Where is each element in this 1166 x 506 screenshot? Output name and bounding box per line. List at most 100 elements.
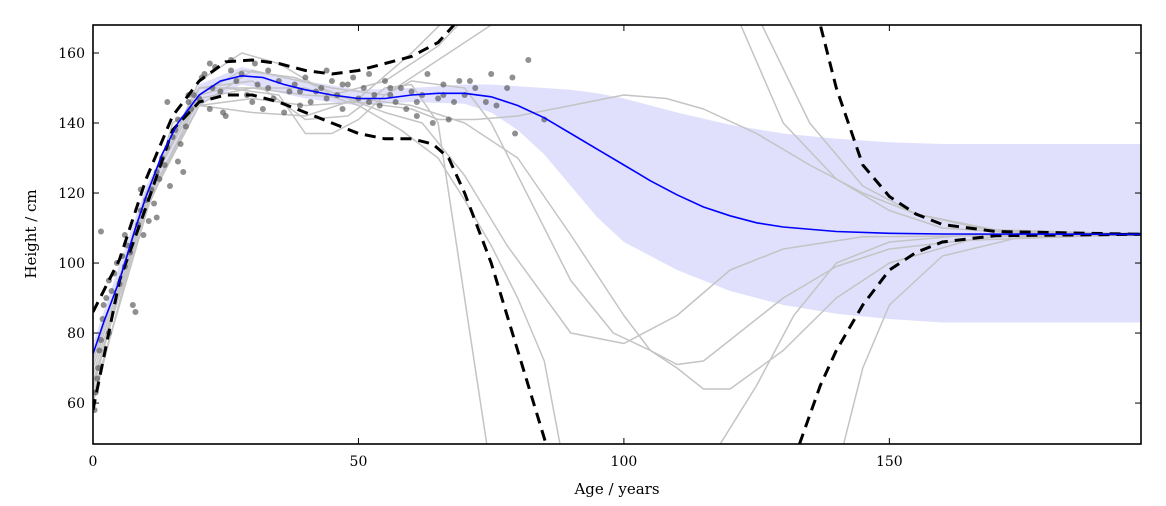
- data-point: [151, 200, 158, 207]
- data-point: [397, 85, 404, 92]
- data-point: [161, 162, 168, 169]
- data-point: [488, 71, 495, 78]
- sample-curve-3: [93, 87, 1141, 376]
- data-point: [265, 67, 272, 74]
- data-point: [185, 99, 192, 106]
- data-point: [190, 92, 197, 99]
- x-tick-label: 50: [350, 454, 368, 470]
- x-tick-label: 150: [876, 454, 903, 470]
- data-point: [408, 88, 415, 95]
- data-point: [493, 102, 500, 109]
- data-point: [251, 60, 258, 67]
- data-point: [100, 302, 107, 309]
- sample-curve-6: [93, 25, 1141, 383]
- data-point: [525, 57, 532, 64]
- sample-curve-7: [93, 87, 1141, 444]
- data-point: [339, 81, 346, 88]
- sample-curve-4: [93, 94, 1141, 369]
- axes-frame: [92, 24, 1142, 445]
- data-point: [156, 176, 163, 183]
- data-point: [206, 106, 213, 113]
- uncertainty-band: [93, 67, 1141, 365]
- data-point: [440, 81, 447, 88]
- data-point: [177, 141, 184, 148]
- data-point: [509, 74, 516, 81]
- data-point: [94, 375, 101, 382]
- y-tick-label: 60: [67, 396, 85, 412]
- data-point: [360, 85, 367, 92]
- data-point: [445, 116, 452, 123]
- data-point: [456, 78, 463, 85]
- mean-curve: [93, 74, 1141, 355]
- data-point: [166, 183, 173, 190]
- data-point: [108, 288, 115, 295]
- x-tick-label: 0: [89, 454, 98, 470]
- data-point: [472, 85, 479, 92]
- data-point: [323, 67, 330, 74]
- x-tick-label: 100: [611, 454, 638, 470]
- data-point: [201, 71, 208, 78]
- data-point: [140, 232, 147, 239]
- data-point: [302, 74, 309, 81]
- plot-area: [93, 25, 1141, 444]
- data-point: [228, 67, 235, 74]
- dashed-bound-1: [93, 93, 1141, 444]
- data-point: [371, 92, 378, 99]
- data-point: [174, 158, 181, 165]
- data-point: [413, 113, 420, 120]
- data-point: [504, 85, 511, 92]
- dashed-bound-0: [93, 25, 1141, 313]
- data-point: [466, 78, 473, 85]
- data-point: [344, 81, 351, 88]
- data-point: [323, 95, 330, 102]
- data-point: [451, 99, 458, 106]
- data-point: [259, 106, 266, 113]
- data-point: [97, 228, 104, 235]
- data-point: [129, 302, 136, 309]
- data-point: [328, 78, 335, 85]
- data-point: [318, 85, 325, 92]
- data-point: [429, 120, 436, 127]
- data-point: [297, 88, 304, 95]
- data-point: [366, 99, 373, 106]
- data-point: [164, 99, 171, 106]
- data-point: [206, 60, 213, 67]
- data-point: [249, 99, 256, 106]
- data-point: [153, 214, 160, 221]
- data-point: [376, 102, 383, 109]
- data-point: [97, 337, 104, 344]
- data-point: [387, 85, 394, 92]
- data-point: [307, 99, 314, 106]
- y-axis-label: Height / cm: [22, 189, 40, 278]
- data-point: [286, 88, 293, 95]
- data-point: [297, 102, 304, 109]
- data-point: [350, 74, 357, 81]
- data-point: [413, 99, 420, 106]
- data-point: [233, 78, 240, 85]
- data-point: [222, 113, 229, 120]
- data-point: [96, 347, 103, 354]
- data-point: [182, 123, 189, 130]
- sample-curve-2: [93, 80, 1141, 444]
- data-point: [403, 106, 410, 113]
- data-point: [512, 130, 519, 137]
- y-tick-label: 160: [58, 46, 85, 62]
- y-tick-label: 100: [58, 256, 85, 272]
- data-point: [103, 295, 110, 302]
- data-point: [180, 169, 187, 176]
- data-point: [132, 309, 139, 316]
- data-point: [339, 106, 346, 113]
- data-point: [482, 99, 489, 106]
- data-point: [217, 88, 224, 95]
- data-point: [265, 85, 272, 92]
- y-tick-label: 120: [58, 186, 85, 202]
- data-point: [254, 81, 261, 88]
- x-axis-label: Age / years: [573, 480, 659, 498]
- data-point: [424, 71, 431, 78]
- data-point: [366, 71, 373, 78]
- sample-curve-5: [93, 80, 1141, 390]
- ticks: 0 50 100 150 60 80 100 120 140 160: [58, 25, 1141, 470]
- y-tick-label: 140: [58, 116, 85, 132]
- data-point: [381, 78, 388, 85]
